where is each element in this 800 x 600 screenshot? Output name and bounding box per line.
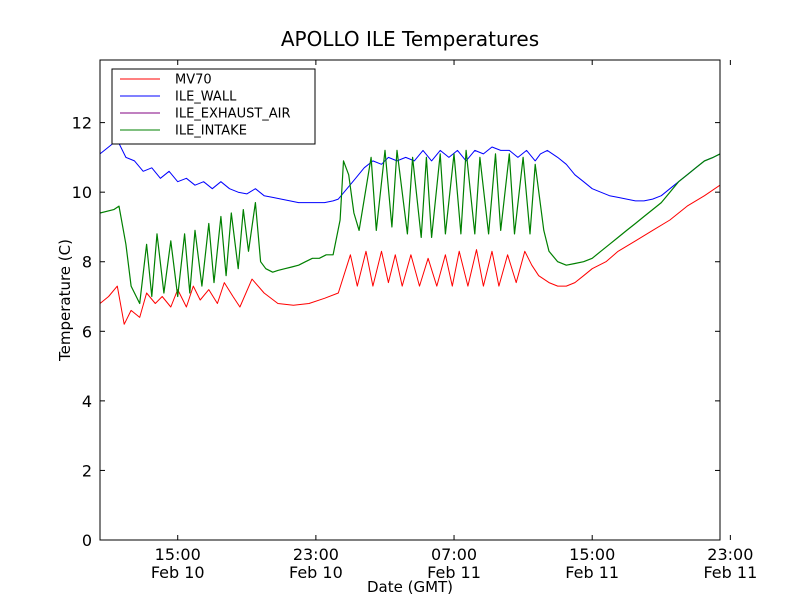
x-tick-label-date: Feb 10 (151, 563, 205, 582)
series-line-mv70 (100, 184, 720, 325)
y-tick-label: 4 (82, 392, 92, 411)
x-tick-label-time: 15:00 (569, 545, 615, 564)
y-axis-label: Temperature (C) (56, 239, 74, 362)
x-tick-label-date: Feb 11 (427, 563, 481, 582)
x-tick-label-date: Feb 11 (703, 563, 757, 582)
y-tick-label: 12 (72, 114, 92, 133)
x-tick-label-time: 23:00 (707, 545, 753, 564)
legend-label: ILE_EXHAUST_AIR (175, 107, 291, 122)
x-tick-label-time: 23:00 (293, 545, 339, 564)
x-tick-label-date: Feb 10 (289, 563, 343, 582)
y-tick-label: 6 (82, 322, 92, 341)
y-tick-label: 10 (72, 183, 92, 202)
x-axis-label: Date (GMT) (367, 578, 453, 596)
legend-label: ILE_WALL (175, 90, 237, 105)
chart-title: APOLLO ILE Temperatures (281, 27, 539, 51)
x-tick-label-time: 07:00 (431, 545, 477, 564)
y-tick-label: 0 (82, 531, 92, 550)
legend: MV70 ILE_WALL ILE_EXHAUST_AIR ILE_INTAKE (111, 68, 316, 145)
plot-area (100, 139, 720, 325)
series-line-ile-intake (100, 149, 720, 305)
legend-box (111, 68, 316, 145)
series-line-ile-wall (100, 139, 720, 204)
legend-label: ILE_INTAKE (175, 124, 247, 139)
x-tick-label-date: Feb 11 (565, 563, 619, 582)
y-tick-label: 2 (82, 461, 92, 480)
x-tick-label-time: 15:00 (155, 545, 201, 564)
legend-label: MV70 (175, 73, 212, 88)
y-tick-label: 8 (82, 253, 92, 272)
plot-frame (99, 59, 721, 541)
